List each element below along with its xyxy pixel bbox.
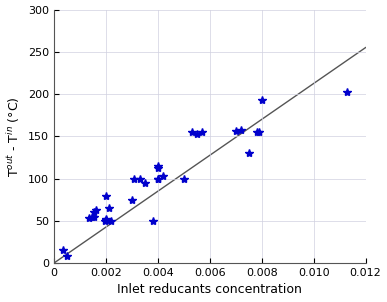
Y-axis label: T$^{out}$ - T$^{in}$ (°C): T$^{out}$ - T$^{in}$ (°C) — [5, 96, 22, 177]
X-axis label: Inlet reducants concentration: Inlet reducants concentration — [117, 284, 302, 297]
